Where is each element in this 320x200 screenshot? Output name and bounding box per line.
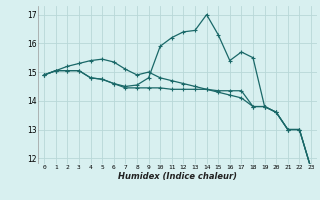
X-axis label: Humidex (Indice chaleur): Humidex (Indice chaleur) [118,172,237,181]
